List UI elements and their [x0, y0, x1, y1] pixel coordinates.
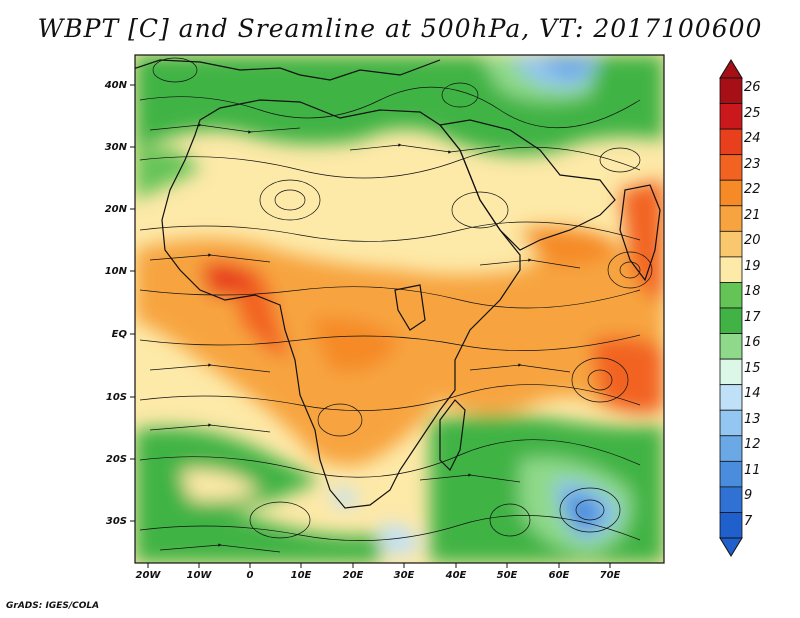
colorbar-label: 16 — [744, 335, 761, 350]
colorbar-label: 14 — [744, 386, 761, 401]
colorbar-label: 12 — [744, 437, 761, 452]
lon-label: 30E — [393, 570, 415, 581]
colorbar-top-arrow — [719, 59, 743, 79]
colorbar-cell — [719, 205, 743, 232]
map-title: WBPT [C] and Sreamline at 500hPa, VT: 20… — [37, 14, 763, 43]
colorbar-cell — [719, 230, 743, 258]
axis-ticks — [130, 84, 611, 568]
colorbar-cell — [719, 460, 743, 488]
colorbar-cell — [719, 307, 743, 334]
colorbar-label: 19 — [744, 259, 761, 274]
lat-label: 20N — [104, 204, 127, 215]
colorbar-label: 9 — [744, 488, 753, 503]
colorbar-cell — [719, 77, 743, 104]
lon-label: 0 — [246, 570, 254, 581]
lon-label: 60E — [548, 570, 570, 581]
lon-label: 10E — [290, 570, 312, 581]
lon-label: 50E — [496, 570, 518, 581]
colorbar-label: 25 — [744, 106, 761, 121]
lat-label: EQ — [111, 329, 127, 340]
colorbar-label: 18 — [744, 284, 761, 299]
lat-label: 10S — [105, 392, 127, 403]
lat-label: 30S — [105, 516, 127, 527]
colorbar-label: 11 — [744, 463, 761, 478]
lon-label: 20E — [342, 570, 364, 581]
colorbar-cell — [719, 435, 743, 462]
colorbar-cell — [719, 358, 743, 386]
colorbar-label: 24 — [744, 131, 761, 146]
colorbar-cells — [719, 77, 743, 539]
lon-label: 70E — [599, 570, 621, 581]
lon-label: 10W — [186, 570, 212, 581]
colorbar-label: 23 — [744, 157, 761, 172]
colorbar-bottom-arrow — [719, 537, 743, 557]
colorbar-cell — [719, 512, 743, 539]
plot-frame — [134, 54, 665, 564]
colorbar-cell — [719, 128, 743, 156]
wbpt-shading — [135, 55, 664, 563]
lat-label: 20S — [105, 454, 127, 465]
colorbar-label: 15 — [744, 361, 761, 376]
colorbar-cell — [719, 256, 743, 283]
colorbar-label: 21 — [744, 208, 761, 223]
lon-label: 40E — [445, 570, 467, 581]
credit-text: GrADS: IGES/COLA — [6, 601, 100, 611]
colorbar-cell — [719, 333, 743, 360]
colorbar-label: 13 — [744, 412, 761, 427]
colorbar-label: 26 — [744, 80, 761, 95]
colorbar-cell — [719, 103, 743, 130]
colorbar-label: 17 — [744, 310, 761, 325]
colorbar-cell — [719, 282, 743, 309]
lat-label: 30N — [104, 142, 127, 153]
lat-label: 40N — [104, 80, 127, 91]
streamlines — [139, 57, 653, 541]
colorbar-label: 22 — [744, 182, 761, 197]
colorbar-cell — [719, 409, 743, 437]
colorbar-cell — [719, 486, 743, 513]
colorbar-label: 7 — [744, 514, 753, 529]
colorbar — [719, 59, 743, 557]
colorbar-cell — [719, 179, 743, 207]
lon-label: 20W — [135, 570, 161, 581]
colorbar-cell — [719, 384, 743, 411]
colorbar-cell — [719, 154, 743, 181]
lat-label: 10N — [104, 266, 127, 277]
colorbar-label: 20 — [744, 233, 761, 248]
